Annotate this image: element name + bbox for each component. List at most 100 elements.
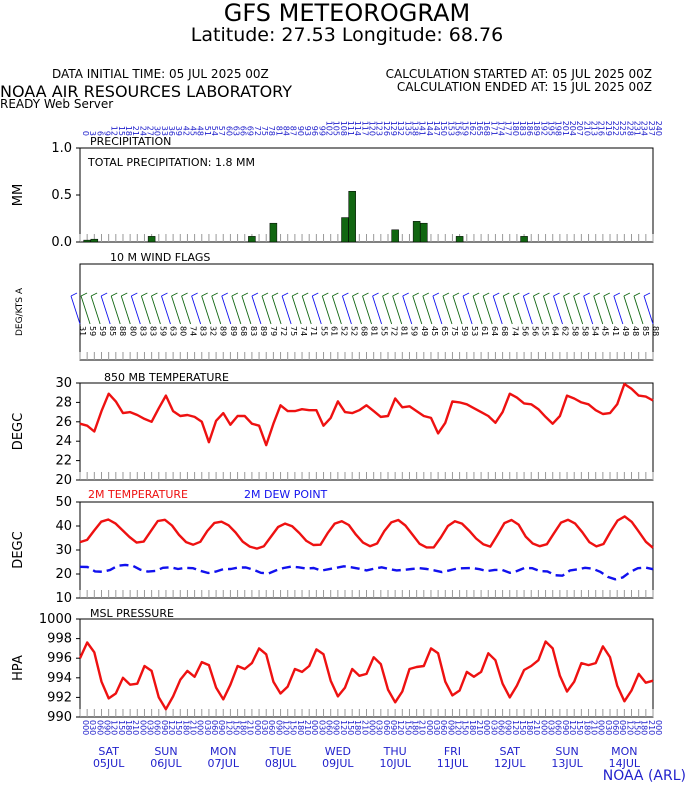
top-hour-label: 183 xyxy=(518,121,527,136)
x-day-date: 05JUL xyxy=(93,757,125,770)
top-hour-label: 192 xyxy=(539,121,548,136)
wind-label: 55 xyxy=(540,326,549,336)
wind-barb xyxy=(171,295,181,325)
y-tick-label-2: 28 xyxy=(55,395,72,410)
y-tick-label-2: 24 xyxy=(55,434,72,449)
wind-label: 52 xyxy=(339,326,348,336)
top-hour-label: 27 xyxy=(145,126,154,136)
x-hour-label: 210 xyxy=(418,720,427,735)
x-hour-label: 210 xyxy=(303,720,312,735)
wind-barb xyxy=(563,295,574,325)
x-day-name: SUN xyxy=(154,745,177,758)
x-hour-label: 180 xyxy=(410,720,419,735)
wind-label: 41 xyxy=(611,326,620,336)
top-hour-label: 9 xyxy=(102,131,111,136)
wind-barb-flag xyxy=(402,292,409,297)
top-hour-label: 141 xyxy=(418,121,427,136)
top-hour-label: 30 xyxy=(153,126,162,136)
x-hour-label: 000 xyxy=(138,720,147,735)
wind-barb xyxy=(362,295,372,325)
x-hour-label: 120 xyxy=(167,720,176,735)
wind-label: 61 xyxy=(480,326,489,336)
top-hour-label: 75 xyxy=(260,126,269,136)
top-hour-label: 174 xyxy=(496,121,505,136)
y-tick-label-0: 0.5 xyxy=(51,188,72,203)
x-hour-label: 090 xyxy=(618,720,627,735)
wind-barb-flag xyxy=(231,292,239,297)
wind-barb-flag xyxy=(181,292,188,297)
top-hour-label: 114 xyxy=(353,121,362,136)
x-hour-label: 030 xyxy=(317,720,326,735)
x-hour-label: 000 xyxy=(196,720,205,735)
wind-barb-flag xyxy=(211,292,218,297)
top-hour-label: 171 xyxy=(489,121,498,136)
wind-barb-flag xyxy=(372,292,379,297)
x-hour-label: 210 xyxy=(475,720,484,735)
x-hour-label: 000 xyxy=(482,720,491,735)
wind-barb xyxy=(633,295,644,325)
wind-barb-flag xyxy=(643,292,651,297)
wind-label: 62 xyxy=(561,326,570,336)
wind-barb xyxy=(492,295,503,325)
precip-bar xyxy=(269,222,278,243)
wind-barb-flag xyxy=(90,292,98,297)
x-hour-label: 030 xyxy=(489,720,498,735)
wind-label: 59 xyxy=(410,326,419,336)
x-day-name: MON xyxy=(611,745,637,758)
location-subtitle: Latitude: 27.53 Longitude: 68.76 xyxy=(190,24,504,46)
wind-label: 81 xyxy=(400,326,409,336)
x-day-date: 06JUL xyxy=(150,757,182,770)
x-hour-label: 150 xyxy=(633,720,642,735)
x-hour-label: 000 xyxy=(539,720,548,735)
x-hour-label: 000 xyxy=(425,720,434,735)
top-hour-label: 222 xyxy=(611,121,620,136)
wind-barb-flag xyxy=(543,292,550,297)
x-hour-label: 060 xyxy=(611,720,620,735)
wind-label: 45 xyxy=(601,326,610,336)
wind-barb-flag xyxy=(362,292,369,297)
wind-label: 80 xyxy=(128,326,137,336)
top-hour-label: 135 xyxy=(403,121,412,136)
x-hour-label: 060 xyxy=(554,720,563,735)
wind-barb xyxy=(271,295,282,325)
x-day-date: 10JUL xyxy=(379,757,411,770)
x-day-date: 09JUL xyxy=(322,757,354,770)
wind-barb-flag xyxy=(452,292,460,297)
wind-barb xyxy=(181,295,192,325)
panel-hash-band-0 xyxy=(79,234,654,242)
x-hour-label: 210 xyxy=(360,720,369,735)
wind-barb xyxy=(402,295,413,325)
wind-barb-flag xyxy=(100,292,108,297)
precip-bar xyxy=(147,236,156,243)
wind-barb-flag xyxy=(221,292,228,297)
x-hour-label: 090 xyxy=(102,720,111,735)
x-hour-label: 120 xyxy=(339,720,348,735)
wind-barb xyxy=(553,295,563,325)
wind-barb-flag xyxy=(523,292,530,297)
x-day-date: 12JUL xyxy=(494,757,526,770)
top-hour-label: 132 xyxy=(396,121,405,136)
x-hour-label: 180 xyxy=(640,720,649,735)
top-hour-label: 228 xyxy=(625,121,634,136)
top-hour-label: 102 xyxy=(325,121,334,136)
y-tick-label-4: 996 xyxy=(47,651,72,666)
wind-barb-flag xyxy=(141,292,148,297)
wind-barb-flag xyxy=(462,292,470,297)
x-hour-label: 210 xyxy=(131,720,140,735)
wind-barb xyxy=(100,295,111,325)
lab-name: NOAA AIR RESOURCES LABORATORY xyxy=(0,82,293,101)
x-hour-label: 120 xyxy=(396,720,405,735)
top-hour-label: 51 xyxy=(203,126,212,136)
y-tick-label-2: 26 xyxy=(55,415,72,430)
wind-barb xyxy=(532,295,543,325)
y-tick-label-4: 992 xyxy=(47,690,72,705)
y-tick-label-4: 990 xyxy=(47,710,72,725)
wind-barb xyxy=(613,295,624,325)
wind-label: 85 xyxy=(641,326,650,336)
top-hour-label: 231 xyxy=(633,121,642,136)
y-tick-label-4: 998 xyxy=(47,632,72,647)
wind-label: 59 xyxy=(88,326,97,336)
top-hour-label: 78 xyxy=(267,126,276,136)
pressure-title: MSL PRESSURE xyxy=(90,607,174,620)
